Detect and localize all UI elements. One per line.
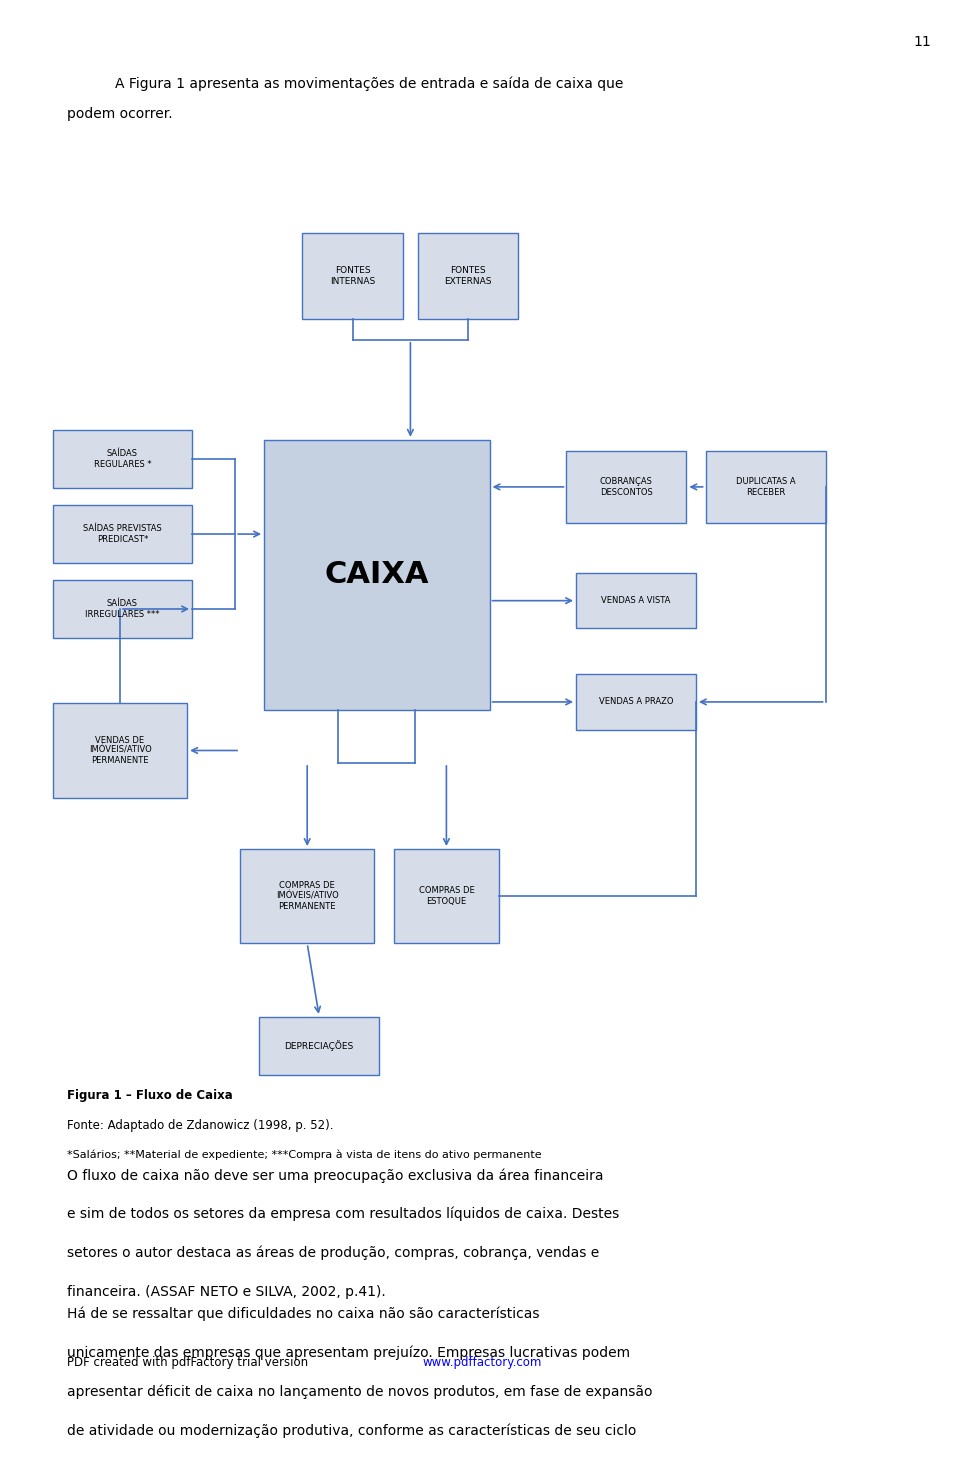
Text: unicamente das empresas que apresentam prejuízo. Empresas lucrativas podem: unicamente das empresas que apresentam p…: [67, 1345, 631, 1360]
Text: CAIXA: CAIXA: [324, 560, 429, 589]
Text: COMPRAS DE
IMÓVEIS/ATIVO
PERMANENTE: COMPRAS DE IMÓVEIS/ATIVO PERMANENTE: [276, 882, 339, 911]
Text: Há de se ressaltar que dificuldades no caixa não são características: Há de se ressaltar que dificuldades no c…: [67, 1307, 540, 1322]
Text: SAÍDAS
IRREGULARES ***: SAÍDAS IRREGULARES ***: [85, 599, 159, 618]
Text: DEPRECIAÇÕES: DEPRECIAÇÕES: [284, 1041, 354, 1051]
Text: O fluxo de caixa não deve ser uma preocupação exclusiva da área financeira: O fluxo de caixa não deve ser uma preocu…: [67, 1168, 604, 1183]
Text: SAÍDAS PREVISTAS
PREDICAST*: SAÍDAS PREVISTAS PREDICAST*: [83, 525, 162, 544]
Text: Fonte: Adaptado de Zdanowicz (1998, p. 52).: Fonte: Adaptado de Zdanowicz (1998, p. 5…: [67, 1120, 334, 1133]
Text: *Salários; **Material de expediente; ***Compra à vista de itens do ativo permane: *Salários; **Material de expediente; ***…: [67, 1151, 541, 1161]
FancyBboxPatch shape: [53, 580, 192, 637]
Text: 11: 11: [914, 35, 931, 48]
Text: de atividade ou modernização produtiva, conforme as características de seu ciclo: de atividade ou modernização produtiva, …: [67, 1424, 636, 1437]
FancyBboxPatch shape: [394, 849, 499, 943]
FancyBboxPatch shape: [53, 430, 192, 488]
FancyBboxPatch shape: [418, 232, 518, 319]
Text: setores o autor destaca as áreas de produção, compras, cobrança, vendas e: setores o autor destaca as áreas de prod…: [67, 1246, 599, 1260]
FancyBboxPatch shape: [566, 450, 686, 523]
Text: VENDAS DE
IMÓVEIS/ATIVO
PERMANENTE: VENDAS DE IMÓVEIS/ATIVO PERMANENTE: [88, 735, 152, 766]
FancyBboxPatch shape: [264, 440, 490, 711]
FancyBboxPatch shape: [53, 703, 187, 798]
Text: VENDAS A PRAZO: VENDAS A PRAZO: [599, 697, 673, 706]
Text: PDF created with pdfFactory trial version: PDF created with pdfFactory trial versio…: [67, 1357, 312, 1370]
FancyBboxPatch shape: [706, 450, 826, 523]
Text: financeira. (ASSAF NETO e SILVA, 2002, p.41).: financeira. (ASSAF NETO e SILVA, 2002, p…: [67, 1285, 386, 1298]
Text: COMPRAS DE
ESTOQUE: COMPRAS DE ESTOQUE: [419, 886, 474, 906]
Text: podem ocorrer.: podem ocorrer.: [67, 107, 173, 121]
Text: e sim de todos os setores da empresa com resultados líquidos de caixa. Destes: e sim de todos os setores da empresa com…: [67, 1206, 619, 1221]
FancyBboxPatch shape: [53, 504, 192, 563]
Text: COBRANÇAS
DESCONTOS: COBRANÇAS DESCONTOS: [600, 477, 653, 497]
Text: FONTES
INTERNAS: FONTES INTERNAS: [330, 266, 375, 285]
Text: FONTES
EXTERNAS: FONTES EXTERNAS: [444, 266, 492, 285]
FancyBboxPatch shape: [576, 573, 696, 629]
FancyBboxPatch shape: [259, 1018, 379, 1075]
FancyBboxPatch shape: [240, 849, 374, 943]
Text: apresentar déficit de caixa no lançamento de novos produtos, em fase de expansão: apresentar déficit de caixa no lançament…: [67, 1385, 653, 1399]
Text: DUPLICATAS A
RECEBER: DUPLICATAS A RECEBER: [735, 477, 796, 497]
FancyBboxPatch shape: [576, 674, 696, 730]
FancyBboxPatch shape: [302, 232, 403, 319]
Text: VENDAS A VISTA: VENDAS A VISTA: [601, 596, 671, 605]
Text: A Figura 1 apresenta as movimentações de entrada e saída de caixa que: A Figura 1 apresenta as movimentações de…: [115, 76, 624, 91]
Text: SAÍDAS
REGULARES *: SAÍDAS REGULARES *: [93, 449, 152, 469]
Text: Figura 1 – Fluxo de Caixa: Figura 1 – Fluxo de Caixa: [67, 1089, 233, 1102]
Text: www.pdffactory.com: www.pdffactory.com: [422, 1357, 541, 1370]
